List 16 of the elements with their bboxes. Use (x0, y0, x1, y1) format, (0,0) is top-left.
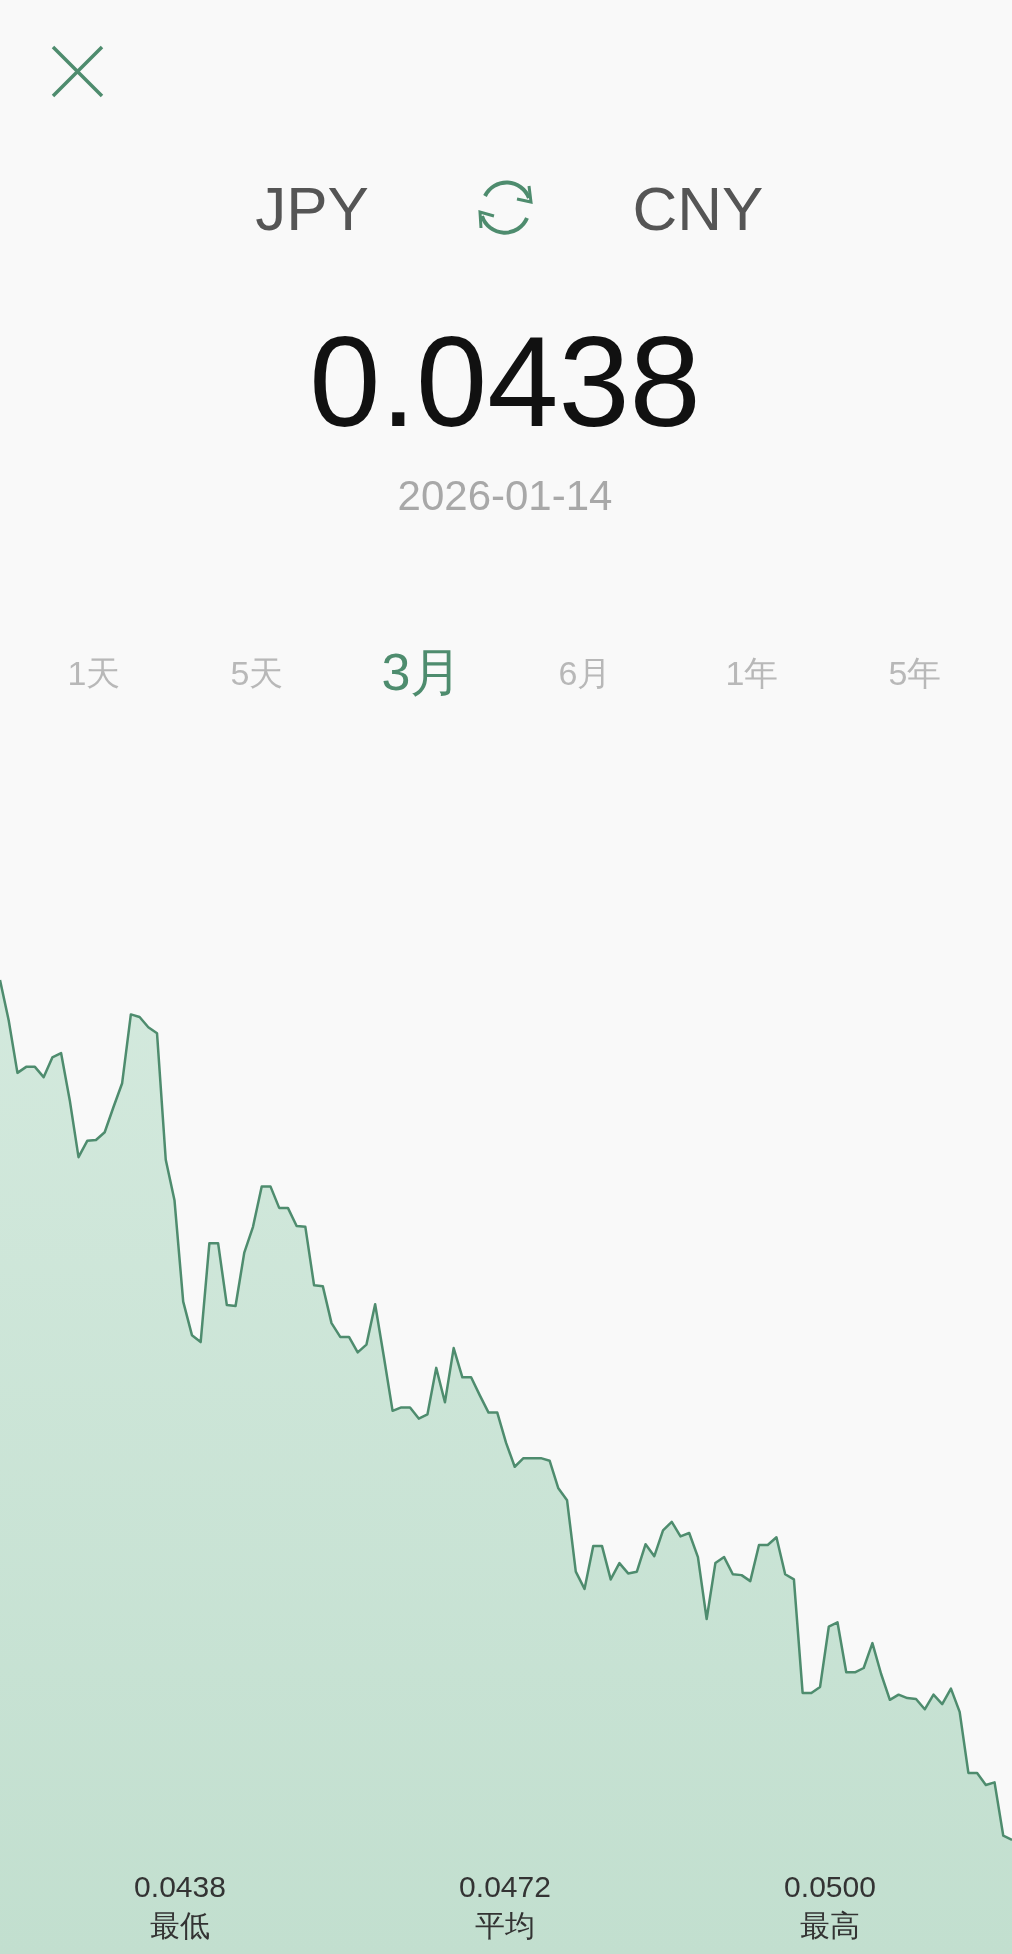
annotation: 1天 (67, 654, 121, 692)
annotation: 1年 (725, 654, 779, 692)
annotation: 0.0472 (459, 1870, 551, 1903)
annotation: 5年 (888, 654, 942, 692)
subtitle: 2026-01-14 (397, 472, 613, 519)
annotation: 5天 (230, 654, 284, 692)
annotation: 平均 (475, 1909, 535, 1942)
annotation: 6月 (558, 654, 612, 692)
annotation: 0.0438 (134, 1870, 226, 1903)
annotation: 0.0500 (784, 1870, 876, 1903)
annotation: 最低 (150, 1909, 210, 1942)
annotation: CNY (632, 174, 764, 243)
annotation: JPY (255, 174, 369, 243)
annotation: 3月 (381, 643, 463, 701)
title: 0.0438 (309, 310, 701, 453)
annotation: 最高 (800, 1909, 860, 1942)
